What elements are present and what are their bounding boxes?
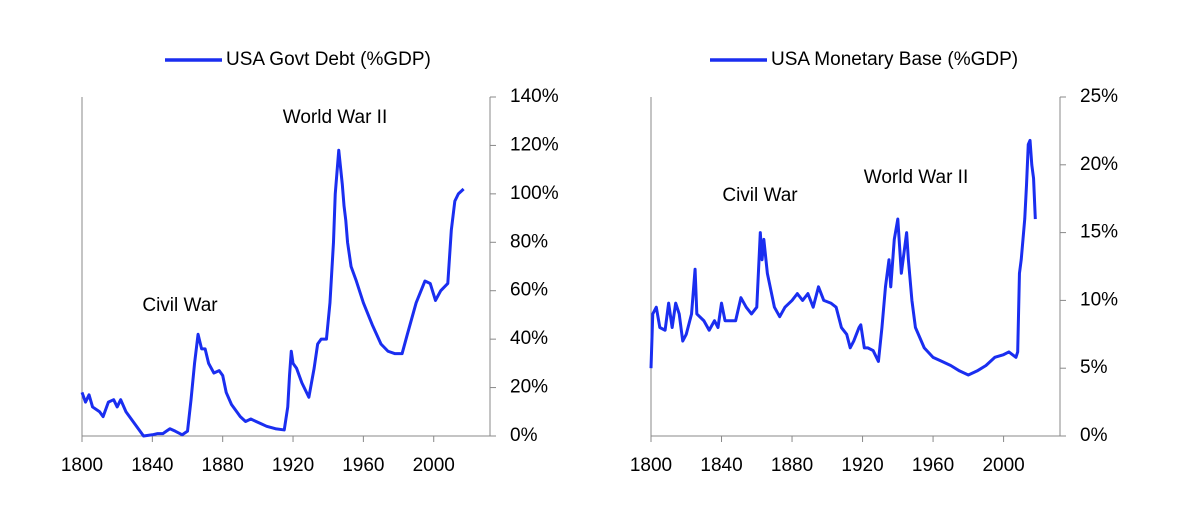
y-tick-label: 0% (1080, 425, 1108, 446)
x-tick-label: 1840 (700, 455, 742, 476)
y-tick-label: 80% (510, 231, 548, 252)
y-tick-label: 100% (510, 183, 559, 204)
x-tick-label: 1960 (912, 455, 954, 476)
legend-label: USA Monetary Base (%GDP) (771, 49, 1018, 70)
y-tick-label: 5% (1080, 357, 1108, 378)
y-tick-label: 140% (510, 86, 559, 107)
x-tick-label: 1960 (342, 455, 384, 476)
x-tick-label: 2000 (413, 455, 455, 476)
y-tick-label: 25% (1080, 86, 1118, 107)
y-tick-label: 10% (1080, 289, 1118, 310)
data-line (80, 148, 465, 438)
x-tick-label: 1840 (131, 455, 173, 476)
x-tick-label: 1800 (61, 455, 103, 476)
x-tick-label: 1880 (771, 455, 813, 476)
x-tick-label: 1920 (272, 455, 314, 476)
y-tick-label: 40% (510, 328, 548, 349)
y-tick-label: 15% (1080, 222, 1118, 243)
x-tick-label: 1880 (202, 455, 244, 476)
annotation: World War II (864, 167, 969, 188)
annotation: Civil War (142, 295, 218, 316)
x-tick-label: 1800 (630, 455, 672, 476)
y-tick-label: 20% (510, 377, 548, 398)
y-tick-label: 120% (510, 134, 559, 155)
x-tick-label: 2000 (982, 455, 1024, 476)
x-tick-label: 1920 (841, 455, 883, 476)
annotation: World War II (283, 107, 388, 128)
y-tick-label: 0% (510, 425, 538, 446)
annotation: Civil War (722, 185, 798, 206)
y-tick-label: 20% (1080, 154, 1118, 175)
y-tick-label: 60% (510, 280, 548, 301)
legend-label: USA Govt Debt (%GDP) (226, 49, 431, 70)
data-line (649, 138, 1037, 377)
